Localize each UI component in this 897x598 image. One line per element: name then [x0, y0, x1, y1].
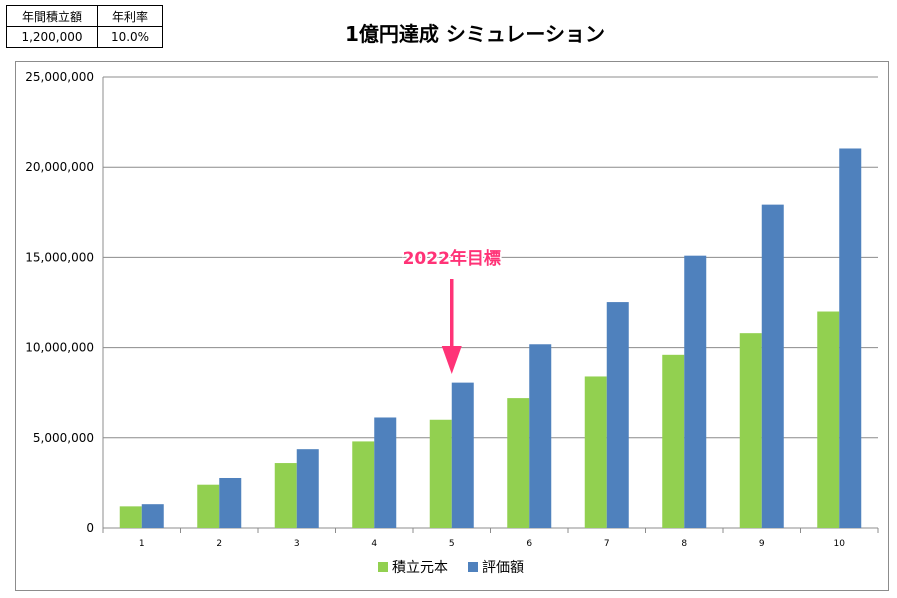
y-tick-label: 15,000,000 [25, 250, 94, 264]
valuation-bar [219, 477, 242, 528]
annual-rate-value: 10.0% [97, 26, 163, 48]
x-tick-label: 5 [449, 539, 455, 549]
x-tick-label: 9 [759, 539, 765, 549]
x-tick-label: 10 [834, 539, 846, 549]
legend-swatch-principal [378, 562, 388, 572]
principal-bar [662, 354, 685, 528]
valuation-bar [529, 344, 552, 528]
principal-bar [817, 311, 840, 528]
x-tick-label: 4 [371, 539, 377, 549]
x-tick-label: 1 [139, 539, 145, 549]
annotation-arrowhead [441, 346, 462, 374]
x-tick-label: 6 [526, 539, 532, 549]
valuation-bar [684, 255, 707, 528]
x-tick-label: 7 [604, 539, 610, 549]
legend-label-principal: 積立元本 [392, 560, 448, 576]
parameter-table: 年間積立額 年利率 1,200,000 10.0% [6, 5, 163, 48]
valuation-bar [839, 148, 862, 529]
y-tick-label: 25,000,000 [25, 70, 94, 84]
y-tick-label: 0 [86, 521, 94, 535]
principal-bar [197, 484, 220, 528]
principal-bar [274, 463, 297, 528]
valuation-bar [451, 382, 474, 528]
chart-title: 1億円達成 シミュレーション [344, 22, 606, 46]
annotation-label: 2022年目標 [403, 248, 501, 269]
valuation-bar [141, 504, 164, 528]
principal-bar [352, 441, 375, 528]
principal-bar [429, 419, 452, 528]
principal-bar [507, 398, 530, 528]
principal-bar [739, 333, 762, 528]
valuation-bar [761, 204, 784, 528]
principal-bar [119, 506, 142, 528]
x-tick-label: 8 [681, 539, 687, 549]
y-tick-label: 5,000,000 [33, 431, 94, 445]
y-tick-label: 10,000,000 [25, 341, 94, 355]
annual-contribution-value: 1,200,000 [6, 26, 98, 48]
chart-frame [15, 61, 889, 591]
x-tick-label: 3 [294, 539, 300, 549]
valuation-bar [374, 417, 397, 528]
valuation-bar [606, 302, 629, 528]
valuation-bar [296, 449, 319, 528]
legend-label-valuation: 評価額 [482, 560, 524, 576]
legend-swatch-valuation [468, 562, 478, 572]
y-tick-label: 20,000,000 [25, 160, 94, 174]
principal-bar [584, 376, 607, 528]
x-tick-label: 2 [216, 539, 222, 549]
